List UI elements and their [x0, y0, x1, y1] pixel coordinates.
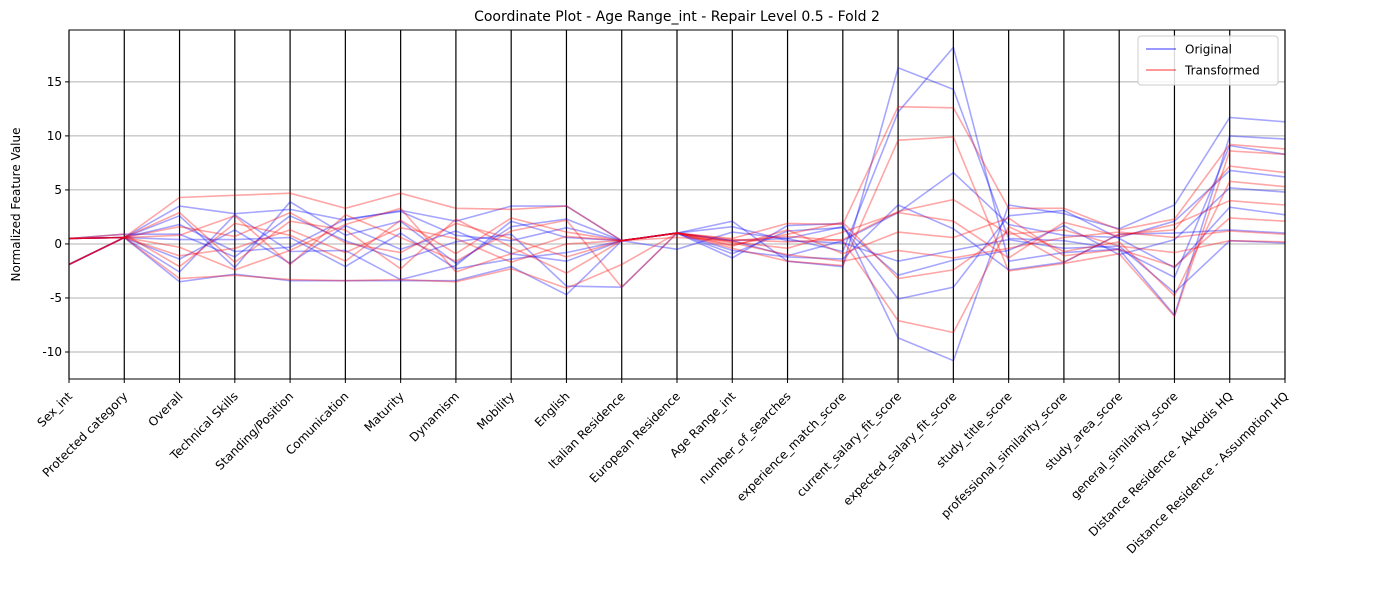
x-tick-label: Sex_int — [34, 389, 75, 430]
data-line — [68, 66, 1286, 317]
legend-label-transformed: Transformed — [1184, 64, 1260, 78]
x-tick-label: general_similarity_score — [1068, 389, 1181, 502]
legend-label-original: Original — [1185, 43, 1232, 57]
x-tick-label: Maturity — [361, 389, 406, 434]
chart-title: Coordinate Plot - Age Range_int - Repair… — [474, 9, 880, 25]
x-tick-label: number_of_searches — [696, 389, 794, 487]
data-line — [68, 198, 1286, 266]
data-line — [68, 204, 1286, 271]
x-tick-label: European Residence — [587, 389, 683, 485]
data-line — [68, 225, 1286, 294]
y-tick-label: 10 — [47, 129, 62, 143]
data-line — [68, 186, 1286, 277]
y-axis-label: Normalized Feature Value — [9, 128, 23, 282]
data-line — [68, 200, 1286, 300]
data-line — [68, 213, 1286, 289]
data-line — [68, 169, 1286, 289]
x-tick-label: experience_match_score — [734, 389, 849, 504]
y-tick-label: 0 — [54, 237, 62, 251]
data-line — [68, 165, 1286, 280]
data-line — [68, 116, 1286, 362]
y-tick-label: -5 — [50, 291, 62, 305]
x-tick-label: Dynamism — [407, 389, 462, 444]
x-tick-label: English — [532, 389, 573, 430]
x-tick-label: expected_salary_fit_score — [840, 389, 959, 508]
data-line — [68, 199, 1286, 275]
legend: Original Transformed — [1137, 35, 1279, 86]
x-tick-label: Overall — [145, 389, 185, 429]
series-original — [68, 45, 1286, 362]
series-transformed — [68, 105, 1286, 334]
x-tick-label: Mobility — [474, 389, 517, 432]
data-line — [68, 45, 1286, 281]
y-axis-ticks: -10 -5 0 5 10 15 — [42, 75, 69, 359]
x-tick-label: current_salary_fit_score — [794, 389, 904, 499]
data-line — [68, 180, 1286, 334]
y-tick-label: -10 — [42, 345, 62, 359]
legend-box — [1137, 35, 1279, 86]
data-lines — [68, 45, 1286, 362]
y-tick-label: 5 — [54, 183, 62, 197]
data-line — [68, 105, 1286, 242]
data-line — [68, 226, 1286, 264]
data-line — [68, 136, 1286, 318]
y-tick-label: 15 — [47, 75, 62, 89]
